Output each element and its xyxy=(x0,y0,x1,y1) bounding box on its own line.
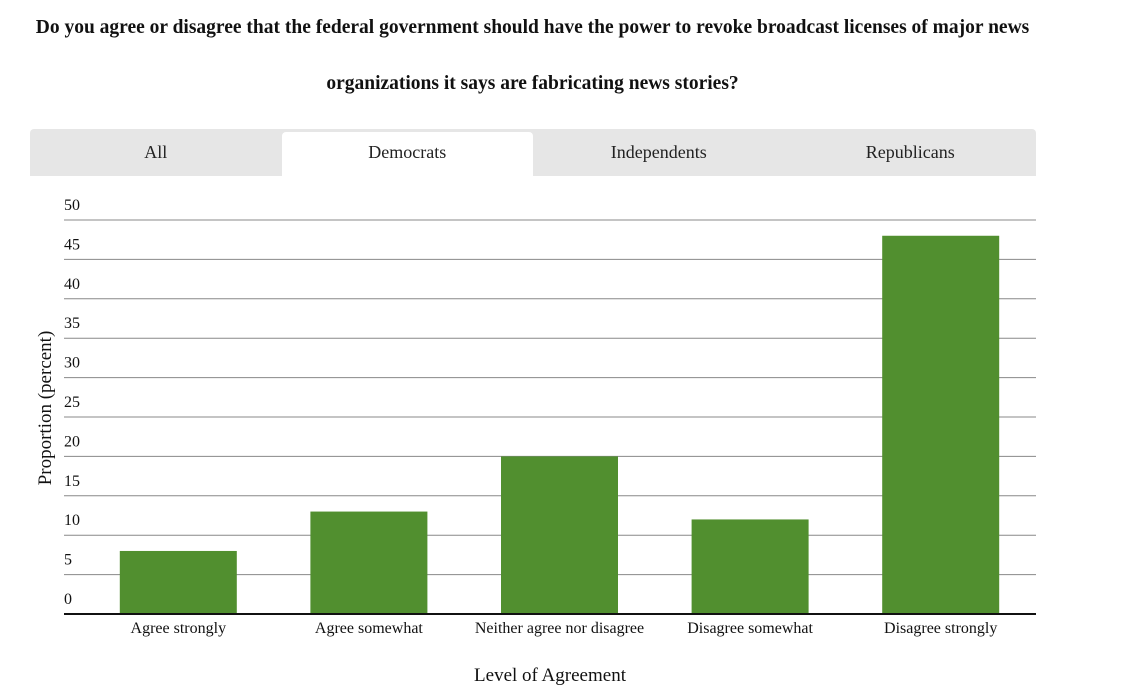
x-tick-label: Neither agree nor disagree xyxy=(474,620,645,637)
y-tick-label: 50 xyxy=(64,197,80,214)
x-tick-label-box: Neither agree nor disagree xyxy=(474,620,645,637)
y-tick-label: 20 xyxy=(64,433,80,450)
y-tick-label: 0 xyxy=(64,591,72,608)
tab-bar: All Democrats Independents Republicans xyxy=(30,129,1036,176)
y-tick-label: 45 xyxy=(64,236,80,253)
y-tick-label: 15 xyxy=(64,473,80,490)
tab[interactable]: All xyxy=(144,142,168,162)
x-axis-label: Level of Agreement xyxy=(474,665,627,686)
x-tick-label-box: Disagree strongly xyxy=(884,620,998,637)
y-tick-label: 25 xyxy=(64,394,80,411)
x-tick-label: Agree somewhat xyxy=(314,620,423,637)
tab[interactable]: Republicans xyxy=(865,142,955,162)
y-tick-label: 30 xyxy=(64,355,80,372)
y-tick-label: 40 xyxy=(64,276,80,293)
bar xyxy=(501,456,618,614)
x-tick-label-box: Disagree somewhat xyxy=(687,620,813,637)
chart-title: Do you agree or disagree that the federa… xyxy=(35,17,1030,94)
y-tick-label: 5 xyxy=(64,552,72,569)
tab[interactable]: Independents xyxy=(610,142,707,162)
x-tick-label: Disagree somewhat xyxy=(687,620,813,637)
bar xyxy=(691,519,809,614)
bar xyxy=(310,511,428,614)
x-tick-label: Agree strongly xyxy=(130,620,227,637)
y-axis-label: Proportion (percent) xyxy=(35,331,56,486)
x-tick-label-box: Agree somewhat xyxy=(314,620,423,637)
x-tick-label: Disagree strongly xyxy=(884,620,998,637)
bar xyxy=(119,550,237,614)
bar xyxy=(882,235,1000,614)
y-tick-label: 10 xyxy=(64,512,80,529)
tab[interactable]: Democrats xyxy=(281,132,533,176)
x-tick-label-box: Agree strongly xyxy=(130,620,227,637)
y-tick-label: 35 xyxy=(64,315,80,332)
